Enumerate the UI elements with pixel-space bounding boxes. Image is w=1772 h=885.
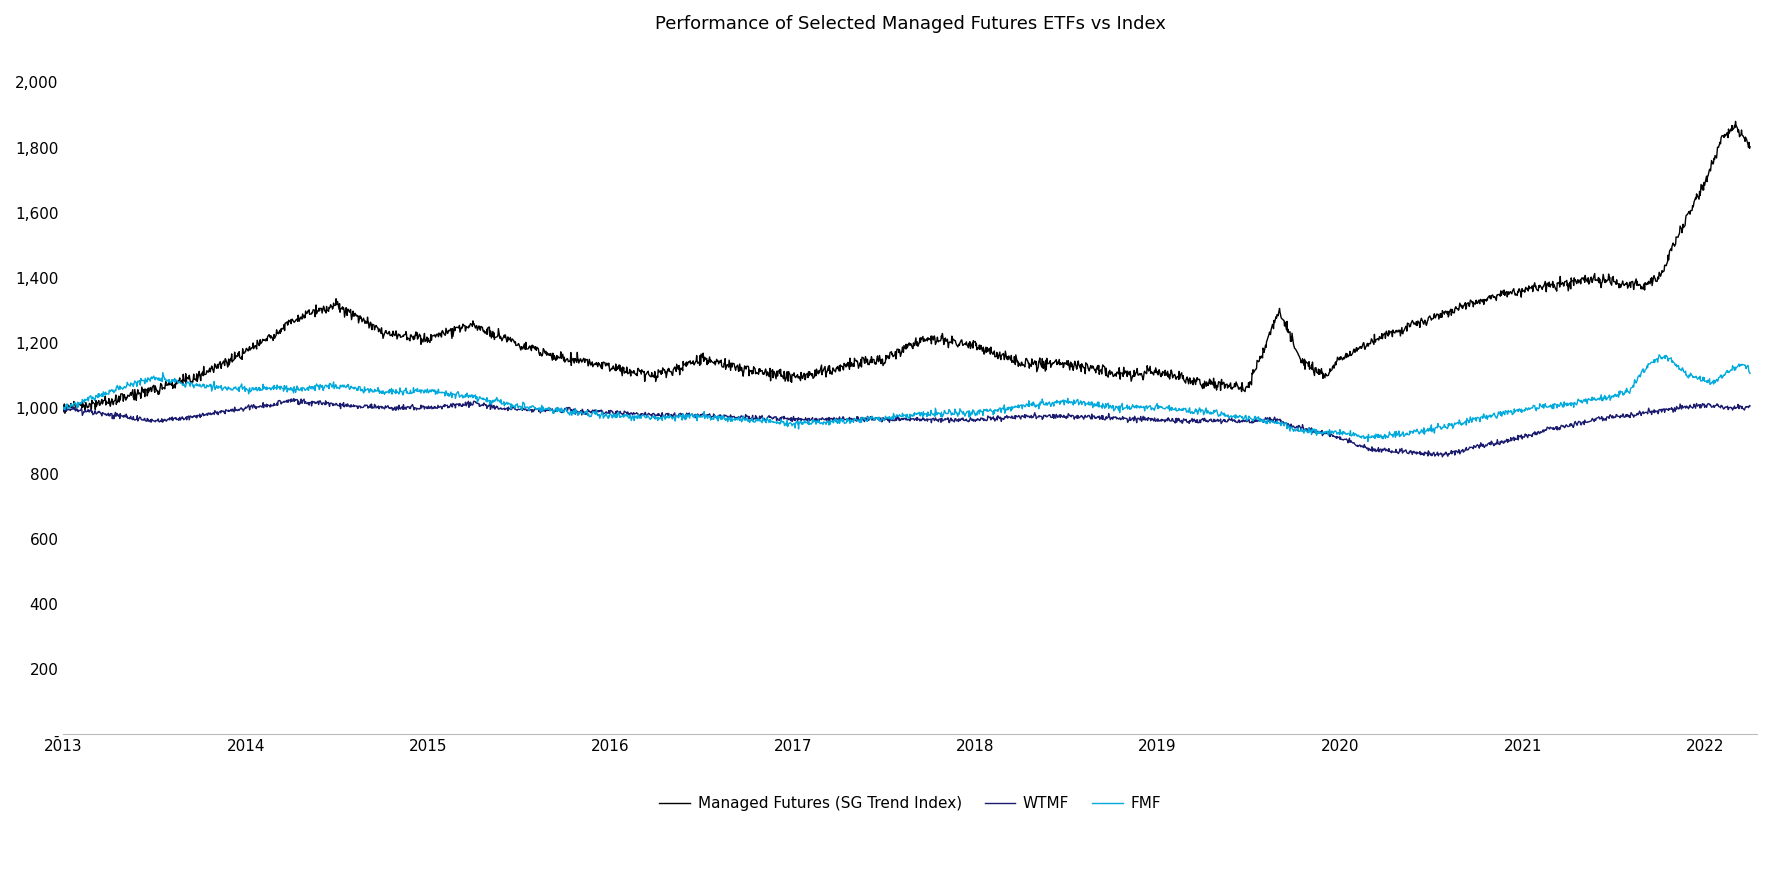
- Legend: Managed Futures (SG Trend Index), WTMF, FMF: Managed Futures (SG Trend Index), WTMF, …: [654, 790, 1168, 817]
- Line: Managed Futures (SG Trend Index): Managed Futures (SG Trend Index): [64, 121, 1751, 413]
- Title: Performance of Selected Managed Futures ETFs vs Index: Performance of Selected Managed Futures …: [654, 15, 1166, 33]
- Line: WTMF: WTMF: [64, 398, 1751, 457]
- Line: FMF: FMF: [64, 355, 1751, 442]
